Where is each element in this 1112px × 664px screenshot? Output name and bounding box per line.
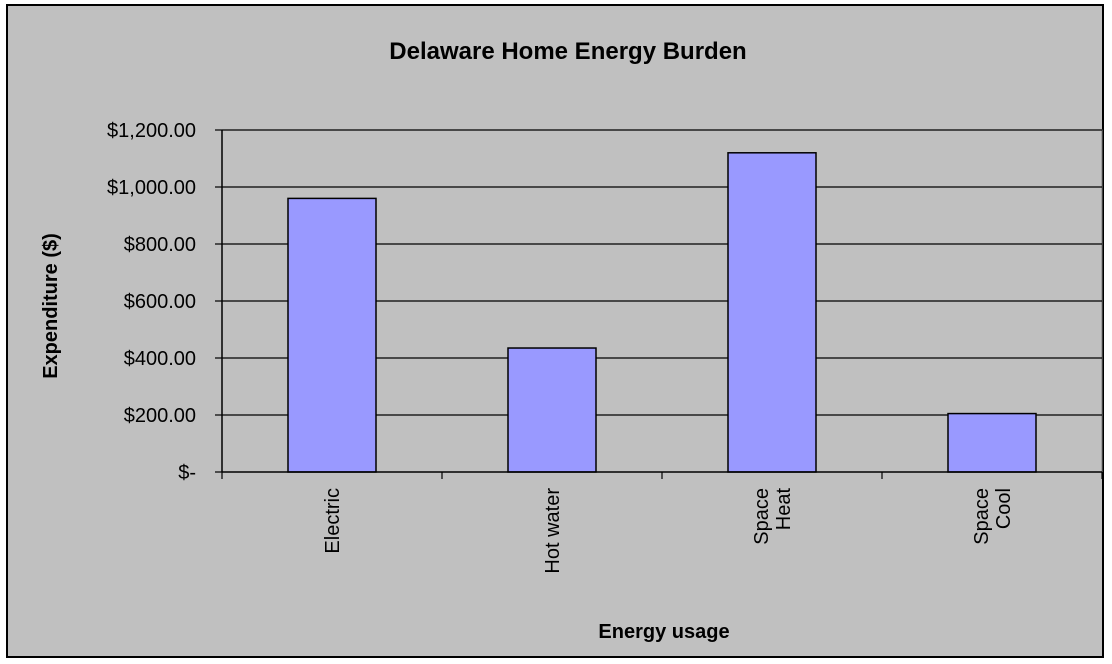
y-tick-label: $200.00 [124, 405, 196, 427]
bar [947, 412, 1037, 473]
x-axis-title: Energy usage [598, 621, 729, 643]
y-tick-label: $800.00 [124, 234, 196, 256]
x-tick-label: Hot water [542, 488, 564, 574]
x-tick-label-line: Electric [322, 488, 344, 554]
bars [287, 152, 1037, 473]
x-tick-label: Space Cool [971, 488, 1015, 545]
x-tick-label-line: Space [751, 488, 773, 545]
bar [287, 197, 377, 473]
x-tick-label-line: Heat [773, 488, 795, 531]
y-tick-label: $1,200.00 [107, 120, 196, 142]
y-tick-label: $400.00 [124, 348, 196, 370]
y-tick-labels: $- $200.00 $400.00 $600.00 $800.00 $1,000.00 $… [107, 120, 196, 484]
x-tick-label-line: Hot water [542, 488, 564, 574]
chart-frame: $- $200.00 $400.00 $600.00 $800.00 $1,000.00 $… [6, 4, 1104, 658]
chart-title: Delaware Home Energy Burden [389, 38, 746, 65]
x-tick-label: Space Heat [751, 488, 795, 545]
x-tick-label-line: Space [971, 488, 993, 545]
x-tick-label-line: Cool [993, 488, 1015, 529]
bar [727, 152, 817, 473]
axes [221, 130, 1103, 479]
y-tick-label: $600.00 [124, 291, 196, 313]
bar-chart: $- $200.00 $400.00 $600.00 $800.00 $1,000.00 $… [40, 38, 1103, 643]
y-axis-title: Expenditure ($) [40, 233, 62, 379]
bar [507, 347, 597, 473]
y-tick-label: $1,000.00 [107, 177, 196, 199]
x-tick-label: Electric [322, 488, 344, 554]
y-tick-label: $- [178, 462, 196, 484]
x-tick-labels: Electric Hot water Space Heat Space Cool [322, 488, 1015, 574]
